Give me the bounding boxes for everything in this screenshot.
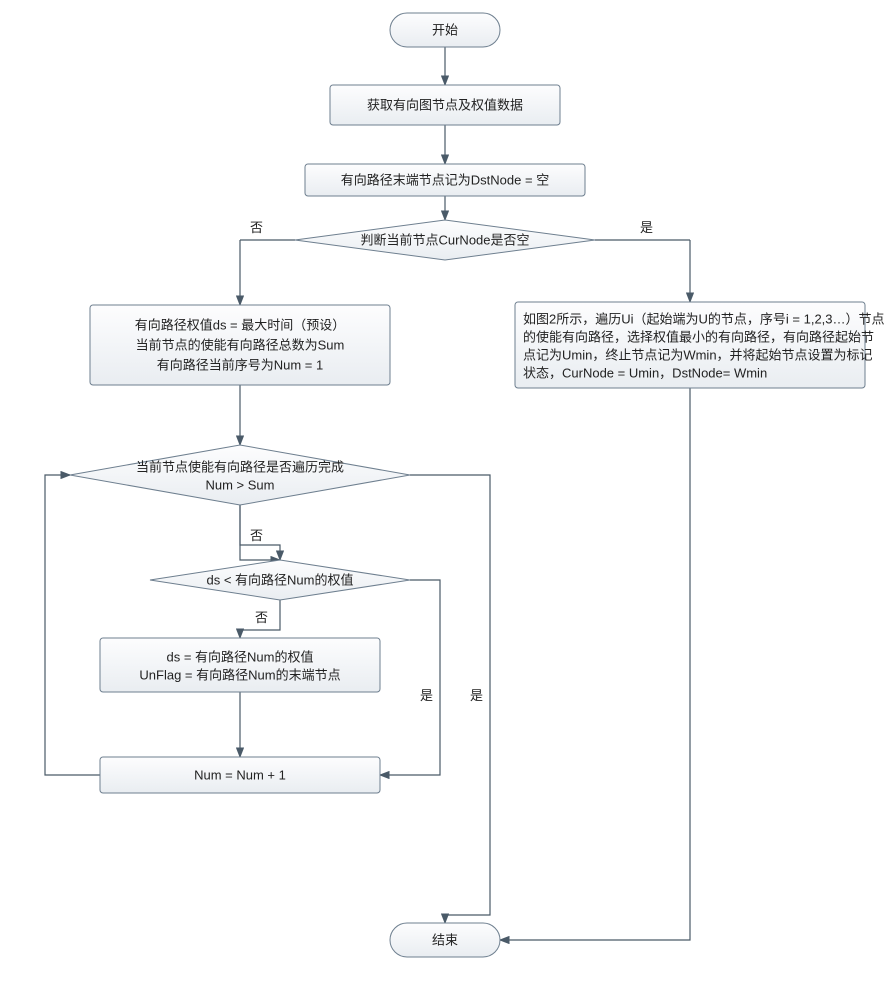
d3-label: ds < 有向路径Num的权值	[207, 572, 354, 587]
n4-line1: 的使能有向路径，选择权值最小的有向路径，有向路径起始节	[523, 329, 874, 344]
label-d3-yes: 是	[420, 688, 433, 703]
n5-line1: UnFlag = 有向路径Num的末端节点	[139, 667, 340, 682]
node-n4: 如图2所示，遍历Ui（起始端为U的节点，序号i = 1,2,3…）节点 的使能有…	[515, 302, 885, 388]
node-end: 结束	[390, 923, 500, 957]
n6-label: Num = Num + 1	[194, 767, 286, 782]
node-d1: 判断当前节点CurNode是否空	[295, 220, 595, 260]
n3-line1: 当前节点的使能有向路径总数为Sum	[136, 337, 345, 352]
n3-line0: 有向路径权值ds = 最大时间（预设）	[135, 317, 346, 332]
label-d2-no: 否	[250, 528, 263, 543]
n3-line2: 有向路径当前序号为Num = 1	[157, 357, 324, 372]
start-label: 开始	[432, 22, 458, 37]
label-d1-no: 否	[250, 220, 263, 235]
node-n6: Num = Num + 1	[100, 757, 380, 793]
edge-n6-d2-loop	[45, 475, 100, 775]
node-start: 开始	[390, 13, 500, 47]
label-d2-yes: 是	[470, 688, 483, 703]
n5-line0: ds = 有向路径Num的权值	[167, 649, 314, 664]
n1-label: 获取有向图节点及权值数据	[367, 97, 523, 112]
n4-line2: 点记为Umin，终止节点记为Wmin，并将起始节点设置为标记	[523, 347, 873, 362]
label-d1-yes: 是	[640, 220, 653, 235]
d2-line0: 当前节点使能有向路径是否遍历完成	[136, 459, 344, 474]
node-d2: 当前节点使能有向路径是否遍历完成 Num > Sum	[70, 445, 410, 505]
label-d3-no: 否	[255, 610, 268, 625]
edge-n4-end	[500, 388, 690, 940]
node-n1: 获取有向图节点及权值数据	[330, 85, 560, 125]
node-n3: 有向路径权值ds = 最大时间（预设） 当前节点的使能有向路径总数为Sum 有向…	[90, 305, 390, 385]
node-d3: ds < 有向路径Num的权值	[150, 560, 410, 600]
n2-label: 有向路径末端节点记为DstNode = 空	[341, 172, 549, 187]
n4-line3: 状态，CurNode = Umin，DstNode= Wmin	[523, 365, 767, 380]
node-n5: ds = 有向路径Num的权值 UnFlag = 有向路径Num的末端节点	[100, 638, 380, 692]
n4-line0: 如图2所示，遍历Ui（起始端为U的节点，序号i = 1,2,3…）节点	[523, 311, 885, 326]
flowchart-canvas: 否 是 否 否 是 是 开始 获取有向图节点及权值数据 有向路径末端节点记为Ds…	[0, 0, 890, 1000]
end-label: 结束	[432, 932, 458, 947]
edge-d3-n6-yes	[380, 580, 440, 775]
node-n2: 有向路径末端节点记为DstNode = 空	[305, 164, 585, 196]
d1-label: 判断当前节点CurNode是否空	[360, 232, 529, 247]
d2-line1: Num > Sum	[206, 477, 275, 492]
